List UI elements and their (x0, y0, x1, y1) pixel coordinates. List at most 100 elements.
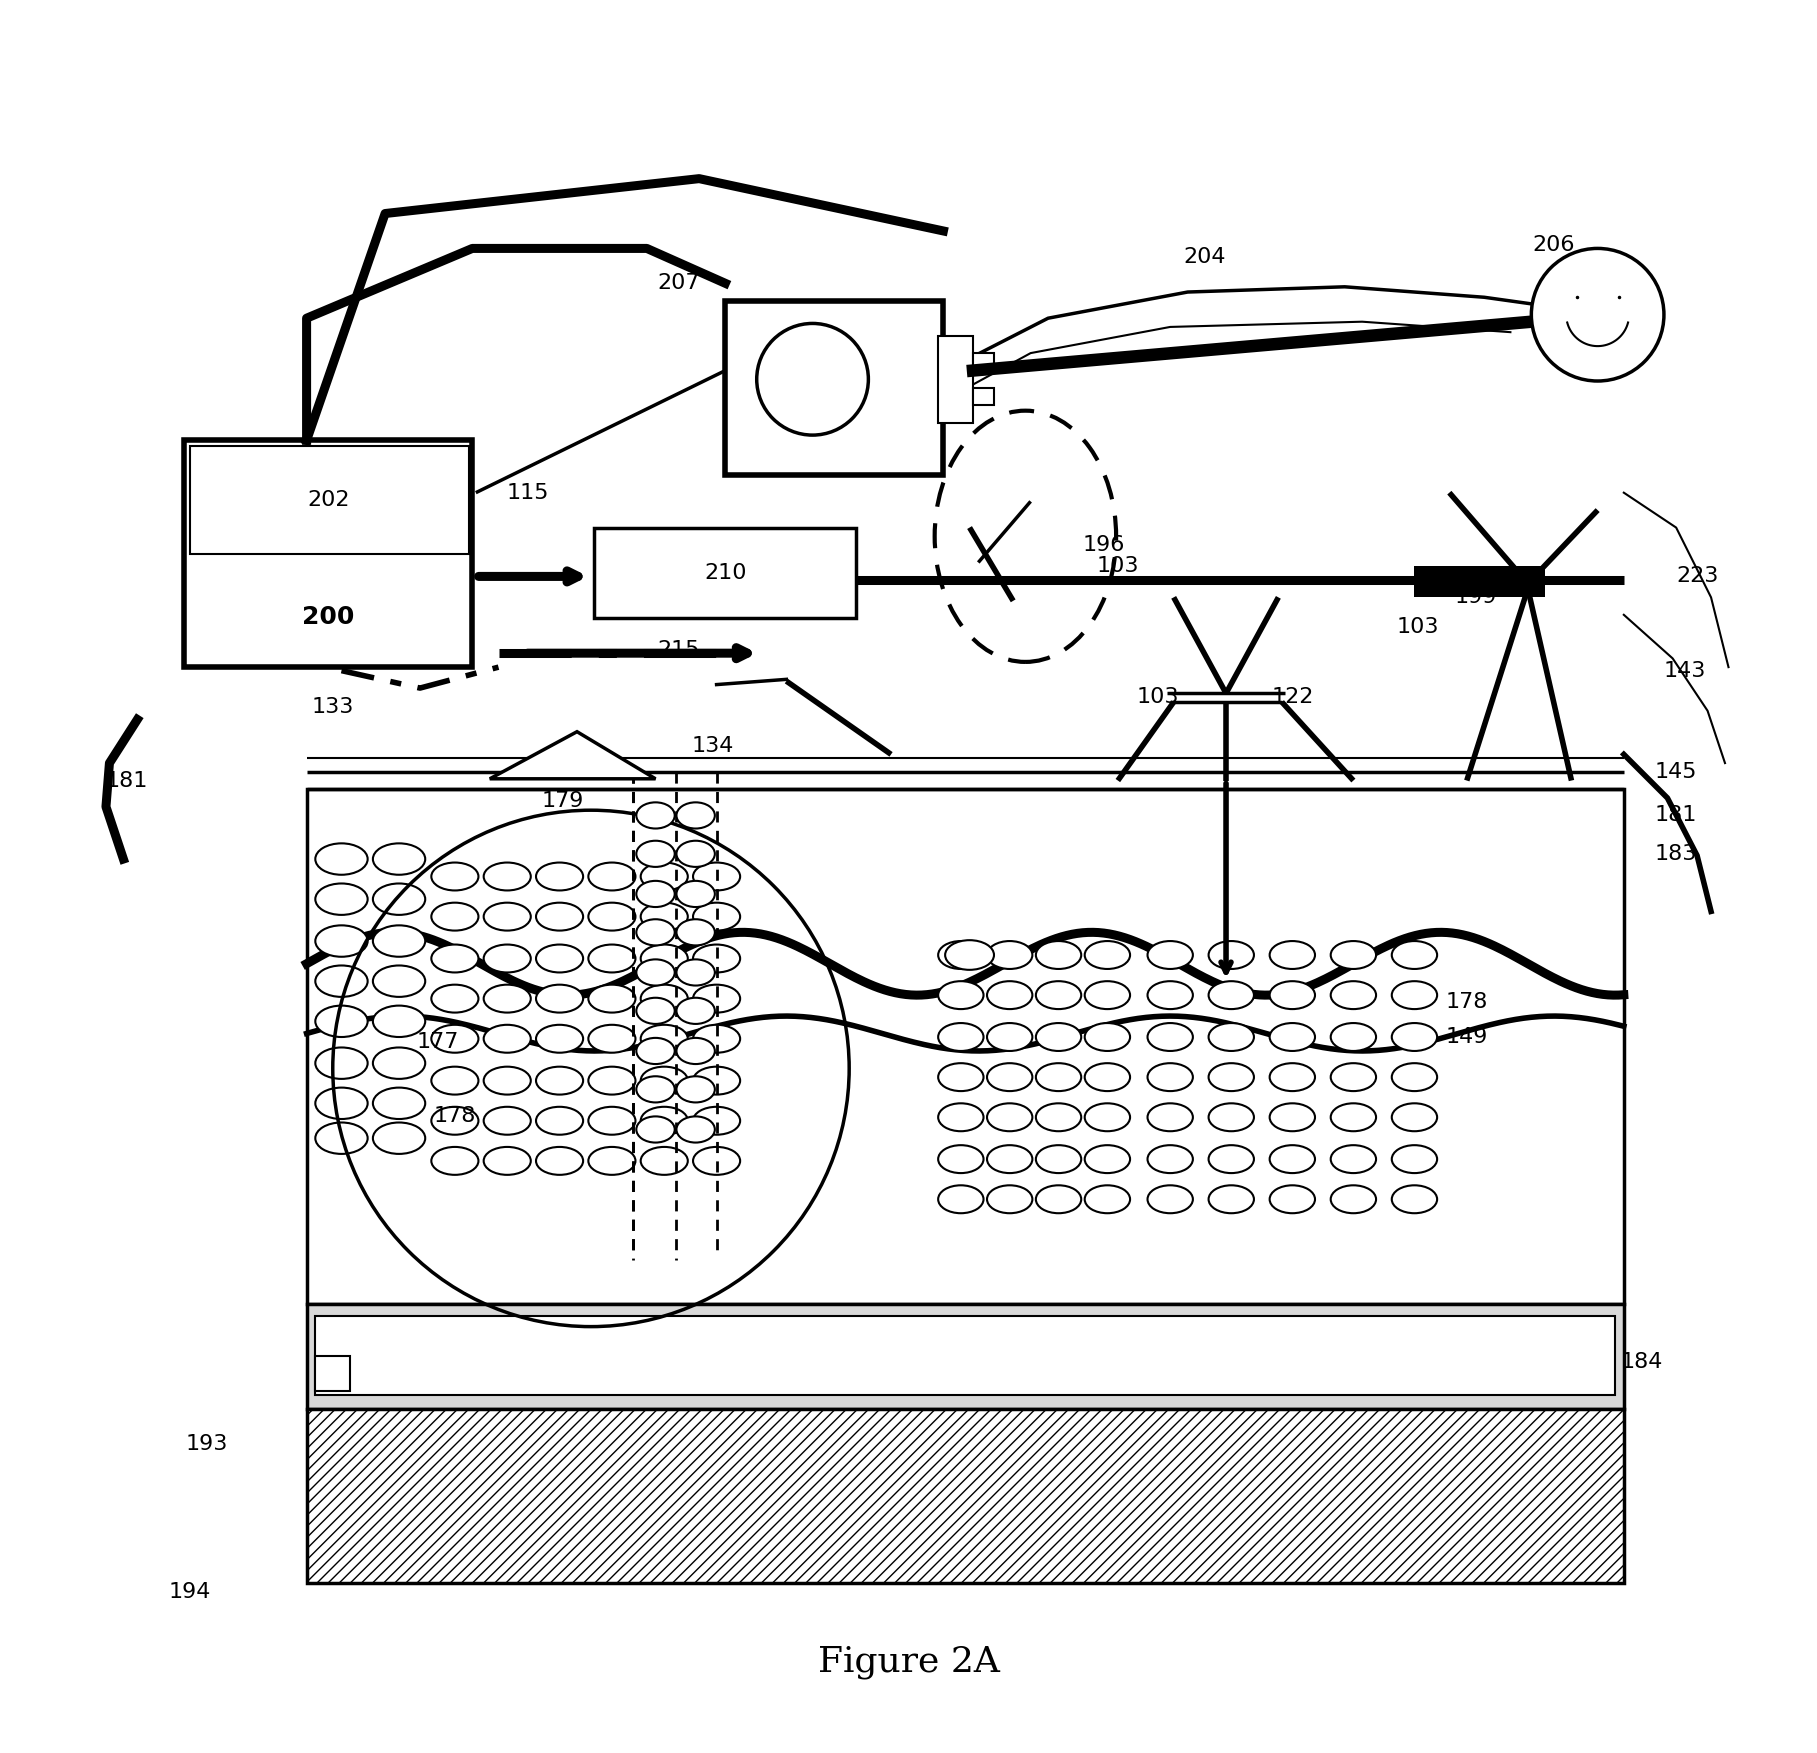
Ellipse shape (1148, 1145, 1194, 1173)
Ellipse shape (987, 1185, 1032, 1213)
Text: 143: 143 (1664, 661, 1706, 680)
Ellipse shape (938, 982, 983, 1010)
Ellipse shape (431, 862, 478, 891)
Ellipse shape (1036, 1145, 1081, 1173)
Ellipse shape (589, 903, 636, 931)
Ellipse shape (483, 945, 531, 973)
Ellipse shape (1270, 1103, 1316, 1131)
Ellipse shape (676, 880, 714, 906)
Ellipse shape (1085, 941, 1130, 969)
Ellipse shape (1330, 1062, 1375, 1090)
Ellipse shape (987, 1103, 1032, 1131)
Ellipse shape (1392, 1024, 1437, 1052)
Ellipse shape (987, 941, 1032, 969)
Bar (307, 1409, 1624, 1583)
Ellipse shape (1270, 1024, 1316, 1052)
Ellipse shape (483, 1066, 531, 1094)
Text: 145: 145 (1655, 763, 1697, 782)
Ellipse shape (589, 1146, 636, 1175)
Ellipse shape (431, 1106, 478, 1134)
Ellipse shape (1392, 941, 1437, 969)
Ellipse shape (589, 945, 636, 973)
Text: 181: 181 (1655, 805, 1697, 826)
Ellipse shape (676, 803, 714, 829)
Ellipse shape (1085, 1062, 1130, 1090)
Bar (974, 352, 994, 370)
Ellipse shape (1208, 1103, 1254, 1131)
Text: 215: 215 (658, 640, 700, 659)
Ellipse shape (641, 903, 689, 931)
Ellipse shape (1208, 1185, 1254, 1213)
Ellipse shape (372, 1122, 425, 1153)
Ellipse shape (372, 1087, 425, 1118)
Ellipse shape (431, 1146, 478, 1175)
Bar (974, 387, 994, 405)
Ellipse shape (1330, 1185, 1375, 1213)
Ellipse shape (641, 1146, 689, 1175)
Ellipse shape (676, 959, 714, 985)
Bar (307, 1304, 1624, 1409)
Ellipse shape (636, 880, 674, 906)
Ellipse shape (1085, 1145, 1130, 1173)
Ellipse shape (589, 862, 636, 891)
Ellipse shape (1270, 1185, 1316, 1213)
Ellipse shape (641, 945, 689, 973)
Text: 210: 210 (703, 563, 747, 584)
Ellipse shape (987, 1145, 1032, 1173)
Ellipse shape (1392, 1145, 1437, 1173)
Ellipse shape (1085, 982, 1130, 1010)
Ellipse shape (1208, 982, 1254, 1010)
Text: 134: 134 (692, 736, 734, 756)
Ellipse shape (1208, 941, 1254, 969)
Circle shape (756, 324, 869, 435)
Ellipse shape (676, 841, 714, 868)
Ellipse shape (536, 1066, 583, 1094)
Text: 149: 149 (1446, 1027, 1488, 1047)
Ellipse shape (676, 997, 714, 1024)
Text: 183: 183 (1655, 843, 1697, 864)
Ellipse shape (676, 1038, 714, 1064)
Ellipse shape (589, 1106, 636, 1134)
Bar (316, 1317, 1615, 1395)
Ellipse shape (1148, 982, 1194, 1010)
Ellipse shape (1085, 1024, 1130, 1052)
Ellipse shape (938, 1062, 983, 1090)
Ellipse shape (987, 1062, 1032, 1090)
Ellipse shape (676, 1117, 714, 1143)
Ellipse shape (316, 1122, 367, 1153)
Ellipse shape (372, 926, 425, 957)
Ellipse shape (316, 1087, 367, 1118)
Ellipse shape (1085, 1185, 1130, 1213)
Ellipse shape (1036, 1024, 1081, 1052)
Ellipse shape (589, 985, 636, 1013)
Ellipse shape (641, 862, 689, 891)
Ellipse shape (483, 903, 531, 931)
Text: 103: 103 (1137, 687, 1179, 706)
Ellipse shape (692, 1066, 740, 1094)
Ellipse shape (372, 843, 425, 875)
Ellipse shape (692, 1026, 740, 1054)
Text: 207: 207 (658, 273, 700, 293)
Text: 199: 199 (1454, 587, 1497, 607)
Ellipse shape (1330, 982, 1375, 1010)
Ellipse shape (536, 1106, 583, 1134)
Ellipse shape (372, 1048, 425, 1078)
Ellipse shape (636, 1117, 674, 1143)
Ellipse shape (536, 1146, 583, 1175)
Ellipse shape (636, 959, 674, 985)
Text: 184: 184 (1621, 1352, 1663, 1371)
Ellipse shape (938, 1024, 983, 1052)
Ellipse shape (1392, 1062, 1437, 1090)
Ellipse shape (1036, 941, 1081, 969)
Ellipse shape (483, 1026, 531, 1054)
Ellipse shape (636, 1076, 674, 1103)
Text: 204: 204 (1185, 247, 1226, 266)
Ellipse shape (636, 919, 674, 945)
Ellipse shape (938, 1185, 983, 1213)
Ellipse shape (1270, 1062, 1316, 1090)
Ellipse shape (1148, 1062, 1194, 1090)
Text: 133: 133 (311, 698, 354, 717)
Ellipse shape (1148, 1103, 1194, 1131)
Ellipse shape (676, 919, 714, 945)
Ellipse shape (431, 903, 478, 931)
